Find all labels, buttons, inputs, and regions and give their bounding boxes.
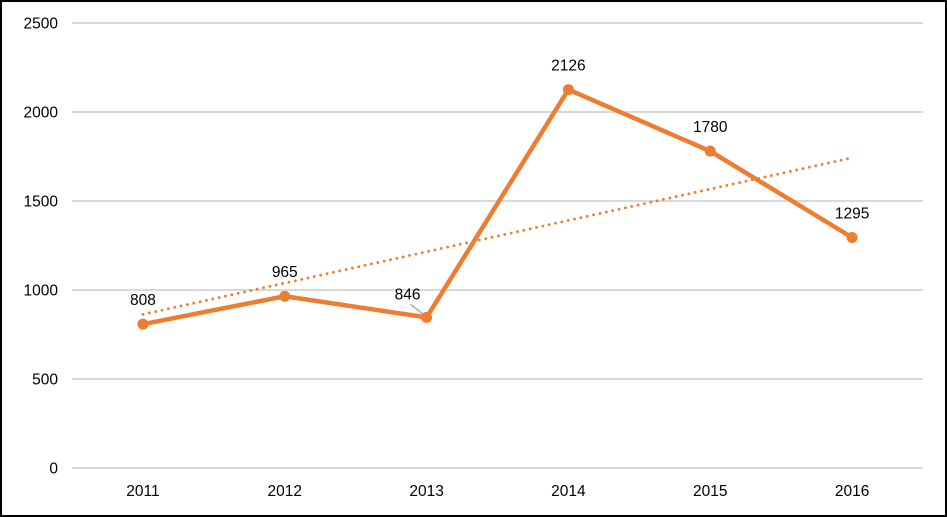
y-tick-label: 500 [32, 372, 58, 389]
x-tick-label: 2016 [835, 483, 869, 500]
y-tick-label: 1000 [24, 283, 59, 300]
x-tick-label: 2013 [409, 483, 443, 500]
data-label: 808 [130, 292, 156, 309]
data-point-marker [421, 311, 433, 323]
data-label: 846 [395, 286, 421, 303]
data-point-marker [562, 84, 574, 96]
trendline-layer [141, 156, 854, 316]
y-tick-label: 2000 [24, 105, 59, 122]
data-label: 1780 [693, 119, 728, 136]
x-tick-label: 2015 [693, 483, 727, 500]
data-point-marker [279, 290, 291, 302]
gridlines-layer [72, 22, 923, 469]
data-label: 2126 [551, 58, 585, 75]
labels-layer: 0 500 1000 1500 2000 2500 2011 2012 2013 2014 2015… [24, 16, 870, 501]
x-tick-label: 2014 [551, 483, 586, 500]
y-tick-label: 1500 [24, 194, 59, 211]
data-point-marker [704, 145, 716, 157]
x-tick-label: 2012 [268, 483, 302, 500]
x-tick-label: 2011 [126, 483, 159, 500]
data-label-leader-line [410, 303, 425, 316]
data-label: 1295 [835, 205, 869, 222]
series-layer [137, 84, 858, 330]
data-label: 965 [272, 264, 298, 281]
series-line [140, 87, 855, 327]
y-tick-label: 0 [49, 461, 58, 478]
y-tick-label: 2500 [24, 16, 59, 33]
data-point-marker [137, 318, 149, 330]
data-point-marker [846, 231, 858, 243]
trendline [141, 156, 854, 316]
